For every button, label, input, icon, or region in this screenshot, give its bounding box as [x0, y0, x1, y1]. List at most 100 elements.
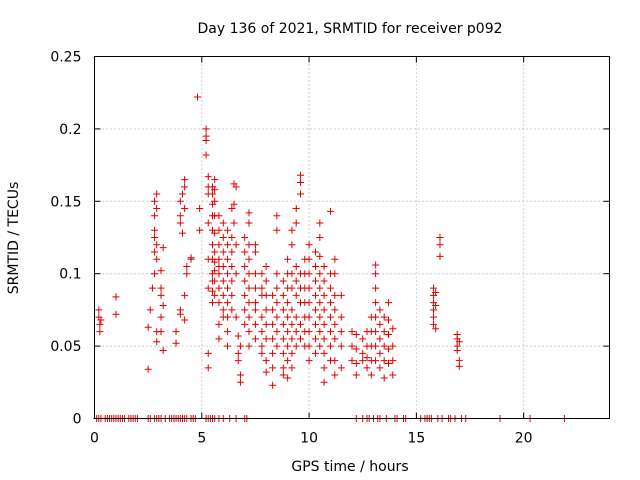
data-point	[389, 342, 397, 350]
data-point	[232, 270, 240, 278]
data-point	[284, 328, 292, 336]
data-point	[172, 339, 180, 347]
data-point	[288, 306, 296, 314]
data-point	[384, 299, 392, 307]
axis-ticks	[94, 56, 610, 419]
data-point	[288, 320, 296, 328]
data-point	[245, 299, 253, 307]
data-point	[316, 234, 324, 241]
data-point	[269, 349, 277, 357]
data-point	[284, 342, 292, 350]
data-point	[327, 284, 335, 292]
data-point	[337, 342, 345, 350]
data-points	[93, 93, 568, 422]
y-tick-label: 0	[73, 412, 82, 428]
data-point	[262, 357, 270, 365]
data-point	[279, 291, 287, 299]
data-point	[262, 320, 270, 328]
data-point	[232, 241, 240, 249]
data-point	[337, 328, 345, 336]
data-point	[181, 291, 189, 299]
data-point	[245, 255, 253, 263]
data-point	[316, 284, 324, 292]
y-tick-label: 0.05	[50, 339, 81, 355]
data-point	[367, 371, 375, 379]
data-point	[234, 349, 242, 357]
data-point	[112, 293, 120, 301]
data-point	[376, 335, 384, 343]
data-point	[258, 328, 266, 336]
data-point	[96, 320, 104, 328]
data-point	[372, 284, 380, 292]
data-point	[327, 299, 335, 307]
data-point	[194, 93, 201, 101]
data-point	[363, 354, 371, 362]
data-point	[359, 357, 367, 365]
data-point	[245, 342, 253, 350]
data-point	[151, 212, 159, 220]
data-point	[327, 342, 335, 350]
data-point	[279, 320, 287, 328]
data-point	[228, 262, 236, 270]
data-point	[183, 270, 191, 278]
data-point	[380, 357, 388, 365]
data-point	[241, 320, 249, 328]
data-point	[236, 371, 244, 379]
data-point	[273, 299, 281, 307]
data-point	[251, 248, 259, 256]
data-point	[430, 320, 438, 328]
data-point	[316, 328, 324, 336]
data-point	[312, 306, 320, 314]
data-point	[215, 335, 223, 343]
data-point	[232, 183, 240, 191]
data-point	[380, 342, 388, 350]
data-point	[320, 306, 328, 314]
x-tick-label: 20	[515, 431, 533, 447]
data-point	[230, 219, 238, 227]
data-point	[284, 374, 292, 382]
data-point	[455, 338, 463, 346]
data-point	[153, 205, 161, 213]
data-point	[269, 335, 277, 343]
data-point	[153, 338, 161, 346]
data-point	[327, 313, 335, 321]
data-point	[95, 306, 103, 314]
data-point	[372, 328, 380, 336]
data-point	[202, 136, 210, 144]
data-point	[211, 197, 219, 205]
data-point	[372, 261, 380, 269]
data-point	[432, 289, 440, 297]
data-point	[230, 200, 238, 208]
data-point	[273, 313, 281, 321]
data-point	[288, 241, 296, 249]
data-point	[211, 176, 219, 184]
data-point	[153, 255, 161, 263]
data-point	[209, 190, 217, 198]
data-point	[284, 299, 292, 307]
data-point	[251, 306, 259, 314]
data-point	[372, 357, 380, 365]
data-point	[316, 252, 324, 260]
data-point	[269, 306, 277, 314]
data-point	[320, 291, 328, 299]
data-point	[269, 320, 277, 328]
data-point	[376, 364, 384, 372]
data-point	[215, 226, 223, 234]
data-point	[316, 270, 324, 278]
data-point	[436, 234, 444, 241]
data-point	[316, 219, 324, 227]
data-point	[352, 345, 360, 353]
data-point	[245, 284, 253, 292]
data-point	[211, 291, 219, 299]
data-point	[228, 277, 236, 285]
data-point	[292, 342, 300, 350]
data-point	[258, 349, 266, 357]
data-point	[262, 291, 270, 299]
data-point	[245, 328, 253, 336]
data-point	[228, 291, 236, 299]
data-point	[269, 381, 277, 389]
data-point	[331, 371, 339, 379]
data-point	[219, 277, 227, 285]
data-point	[305, 284, 313, 292]
